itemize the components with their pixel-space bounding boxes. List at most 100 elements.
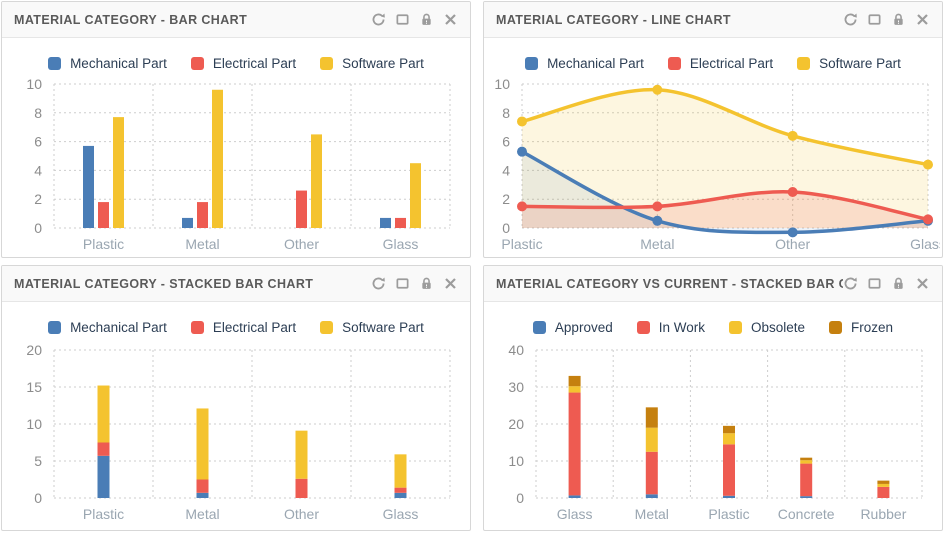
legend-item[interactable]: Frozen [829, 320, 893, 335]
legend-label: Frozen [851, 319, 894, 335]
svg-text:Metal: Metal [635, 506, 669, 522]
legend-item[interactable]: Mechanical Part [48, 56, 167, 71]
svg-text:Plastic: Plastic [83, 506, 124, 522]
legend-swatch [797, 56, 811, 70]
svg-text:Plastic: Plastic [501, 236, 542, 252]
lock-icon[interactable] [891, 12, 906, 27]
svg-text:0: 0 [516, 490, 524, 506]
legend-swatch [636, 320, 650, 334]
legend-item[interactable]: Electrical Part [667, 55, 774, 71]
legend-item[interactable]: Software Part [320, 320, 424, 335]
legend-label: Mechanical Part [547, 55, 644, 71]
svg-text:8: 8 [34, 105, 42, 121]
svg-text:10: 10 [494, 76, 510, 92]
legend-swatch [728, 320, 742, 334]
lock-icon[interactable] [419, 276, 434, 291]
svg-text:10: 10 [26, 76, 42, 92]
legend-swatch [525, 56, 539, 70]
svg-text:4: 4 [502, 162, 510, 178]
legend-swatch [48, 56, 62, 70]
panel-header-icons [371, 12, 458, 27]
maximize-icon[interactable] [395, 12, 410, 27]
panel-title: MATERIAL CATEGORY - LINE CHART [496, 12, 731, 27]
legend-label: Electrical Part [212, 55, 297, 71]
legend-item[interactable]: Electrical Part [190, 319, 297, 335]
panel-line-chart: MATERIAL CATEGORY - LINE CHART Mechanica… [483, 1, 943, 258]
chart-legend: Mechanical Part Electrical Part Software P… [2, 52, 470, 74]
legend-swatch [320, 320, 334, 334]
svg-text:Other: Other [775, 236, 810, 252]
panel-header: MATERIAL CATEGORY - LINE CHART [484, 2, 942, 38]
svg-text:5: 5 [34, 453, 42, 469]
legend-swatch [829, 320, 843, 334]
legend-label: Software Part [342, 319, 424, 335]
svg-text:Plastic: Plastic [708, 506, 749, 522]
panel-header: MATERIAL CATEGORY - STACKED BAR CHART [2, 266, 470, 302]
svg-text:2: 2 [34, 191, 42, 207]
panel-header-icons [843, 12, 930, 27]
refresh-icon[interactable] [843, 276, 858, 291]
legend-swatch [532, 320, 546, 334]
svg-text:Glass: Glass [383, 236, 419, 252]
svg-text:Rubber: Rubber [860, 506, 906, 522]
close-icon[interactable] [443, 276, 458, 291]
svg-text:Other: Other [284, 506, 319, 522]
refresh-icon[interactable] [843, 12, 858, 27]
panel-title: MATERIAL CATEGORY - STACKED BAR CHART [14, 276, 314, 291]
svg-text:Glass: Glass [910, 236, 940, 252]
close-icon[interactable] [915, 12, 930, 27]
stacked-bar-chart: 0 10 20 30 40 Glass Metal Plastic Concrete Rubber [508, 342, 923, 522]
bar-chart: 0 2 4 6 8 10 Plastic Metal Other Glass [26, 76, 451, 252]
maximize-icon[interactable] [395, 276, 410, 291]
maximize-icon[interactable] [867, 12, 882, 27]
legend-item[interactable]: Electrical Part [190, 55, 297, 71]
lock-icon[interactable] [891, 276, 906, 291]
chart-legend: Approved In Work Obsolete Frozen [484, 316, 942, 338]
svg-text:20: 20 [26, 342, 42, 358]
legend-label: Mechanical Part [70, 319, 167, 335]
close-icon[interactable] [443, 12, 458, 27]
refresh-icon[interactable] [371, 12, 386, 27]
svg-text:8: 8 [502, 105, 510, 121]
svg-text:0: 0 [34, 490, 42, 506]
maximize-icon[interactable] [867, 276, 882, 291]
svg-text:6: 6 [34, 134, 42, 150]
legend-label: Electrical Part [212, 319, 297, 335]
svg-text:10: 10 [26, 416, 42, 432]
legend-item[interactable]: Mechanical Part [48, 320, 167, 335]
legend-swatch [190, 56, 204, 70]
refresh-icon[interactable] [371, 276, 386, 291]
svg-text:Metal: Metal [640, 236, 674, 252]
legend-item[interactable]: In Work [636, 319, 705, 335]
legend-swatch [48, 320, 62, 334]
svg-text:40: 40 [508, 342, 524, 358]
close-icon[interactable] [915, 276, 930, 291]
legend-item[interactable]: Software Part [320, 56, 424, 71]
svg-text:0: 0 [34, 220, 42, 236]
legend-label: In Work [658, 319, 705, 335]
chart-legend: Mechanical Part Electrical Part Software P… [2, 316, 470, 338]
legend-swatch [190, 320, 204, 334]
legend-label: Electrical Part [689, 55, 774, 71]
svg-text:Other: Other [284, 236, 319, 252]
lock-icon[interactable] [419, 12, 434, 27]
legend-label: Software Part [342, 55, 424, 71]
panel-header: MATERIAL CATEGORY - BAR CHART [2, 2, 470, 38]
svg-text:Concrete: Concrete [778, 506, 835, 522]
svg-text:6: 6 [502, 134, 510, 150]
legend-item[interactable]: Mechanical Part [525, 56, 644, 71]
stacked-bar-chart: 0 5 10 15 20 Plastic Metal Other Glass [26, 342, 451, 522]
panel-stacked-bar-chart-vs-current: MATERIAL CATEGORY VS CURRENT - STACKED B… [483, 265, 943, 531]
legend-item[interactable]: Obsolete [728, 320, 805, 335]
legend-swatch [320, 56, 334, 70]
legend-item[interactable]: Software Part [797, 56, 901, 71]
svg-text:30: 30 [508, 379, 524, 395]
legend-label: Mechanical Part [70, 55, 167, 71]
legend-item[interactable]: Approved [532, 320, 613, 335]
svg-text:Metal: Metal [185, 236, 219, 252]
chart-legend: Mechanical Part Electrical Part Software P… [484, 52, 942, 74]
svg-text:0: 0 [502, 220, 510, 236]
panel-header-icons [843, 276, 930, 291]
svg-text:Glass: Glass [383, 506, 419, 522]
